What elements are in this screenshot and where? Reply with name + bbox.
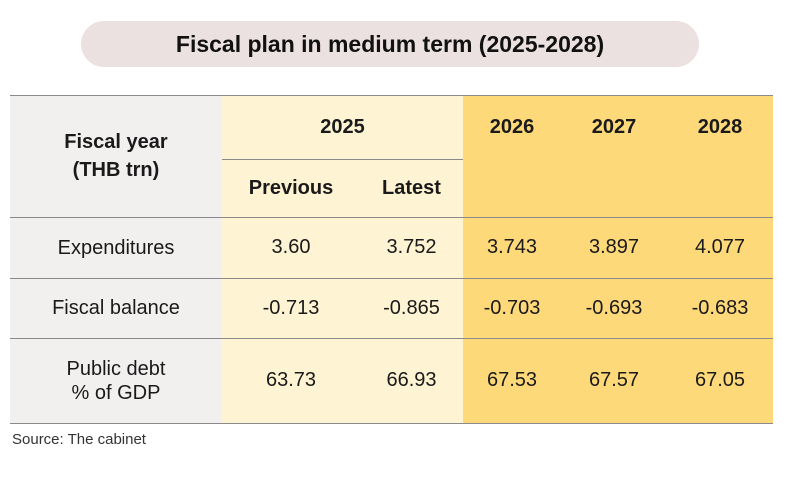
fiscal-plan-table: Fiscal year (THB trn) 2025 Previous Late…	[10, 95, 773, 424]
table-cell: 3.897	[588, 236, 640, 258]
header-fiscal-year-line2: (THB trn)	[72, 159, 160, 181]
table-cell: 3.60	[271, 236, 311, 258]
table-title: Fiscal plan in medium term (2025-2028)	[81, 21, 699, 67]
table-cell: -0.693	[585, 296, 643, 319]
rule-bottom	[10, 423, 773, 424]
header-year-2025: 2025	[320, 115, 365, 138]
rule-2025-sub	[222, 159, 463, 160]
row-label-public-debt-line2: % of GDP	[71, 381, 161, 404]
table-cell: 63.73	[265, 369, 317, 391]
header-previous: Previous	[248, 176, 334, 199]
table-cell: 3.752	[386, 236, 437, 258]
col-future-bg	[463, 95, 773, 424]
header-year-2028: 2028	[697, 115, 743, 138]
header-fiscal-year: Fiscal year (THB trn)	[10, 95, 222, 217]
table-cell: 67.05	[694, 369, 746, 391]
rule-top	[10, 95, 773, 96]
row-label-public-debt-line1: Public debt	[66, 357, 166, 380]
col-2025-bg	[222, 95, 463, 424]
source-note: Source: The cabinet	[12, 431, 146, 448]
rule-header-bottom	[10, 217, 773, 218]
table-cell: 4.077	[694, 236, 746, 258]
rule-row1-bottom	[10, 278, 773, 279]
table-cell: 3.743	[486, 236, 538, 258]
label-column-bg	[10, 95, 222, 424]
table-cell: -0.703	[483, 296, 541, 319]
table-cell: 67.53	[486, 369, 538, 391]
row-label-public-debt: Public debt % of GDP	[10, 338, 222, 423]
table-cell: -0.865	[383, 296, 440, 319]
table-cell: 67.57	[588, 369, 640, 391]
table-cell: -0.683	[691, 296, 749, 319]
row-label-fiscal-balance: Fiscal balance	[52, 297, 180, 319]
header-latest: Latest	[382, 176, 441, 199]
row-label-expenditures: Expenditures	[57, 236, 175, 259]
header-year-2027: 2027	[591, 115, 637, 138]
rule-row2-bottom	[10, 338, 773, 339]
header-fiscal-year-line1: Fiscal year	[64, 131, 168, 153]
table-cell: -0.713	[262, 296, 320, 319]
table-cell: 66.93	[386, 369, 437, 391]
header-year-2026: 2026	[489, 115, 535, 138]
